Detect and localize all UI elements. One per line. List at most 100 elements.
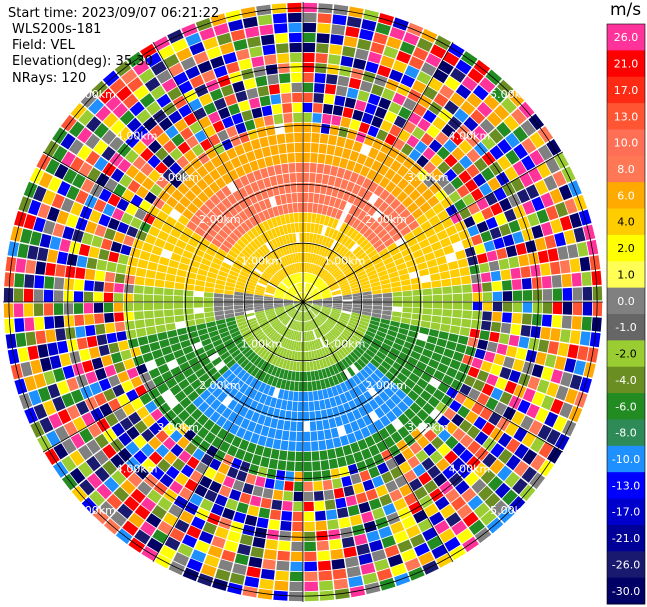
ppi-gate-cell — [324, 260, 332, 270]
ppi-gate-cell — [196, 165, 209, 178]
ppi-gate-cell — [512, 302, 523, 313]
ppi-gate-cell — [243, 451, 254, 463]
ppi-gate-cell — [270, 448, 280, 460]
ppi-gate-cell — [232, 80, 245, 93]
ppi-gate-cell — [298, 381, 303, 392]
ppi-gate-cell — [214, 218, 225, 229]
ppi-gate-cell — [235, 166, 246, 178]
ppi-gate-cell — [223, 294, 234, 299]
ppi-gate-cell — [226, 125, 238, 138]
ppi-gate-cell — [210, 334, 221, 343]
ppi-gate-cell — [142, 352, 154, 363]
ppi-gate-cell — [178, 333, 189, 342]
ppi-gate-cell — [318, 235, 324, 245]
ppi-gate-cell — [238, 58, 252, 71]
ppi-gate-cell — [177, 214, 190, 226]
colorbar-tick-label: -17.0 — [612, 506, 640, 519]
ppi-gate-cell — [28, 389, 42, 406]
ppi-gate-cell — [356, 153, 367, 165]
ppi-gate-cell — [177, 543, 194, 558]
ppi-gate-cell — [341, 148, 352, 160]
ppi-gate-cell — [341, 536, 355, 548]
ppi-gate-cell — [250, 181, 260, 193]
ppi-gate-cell — [153, 302, 164, 310]
ppi-gate-cell — [442, 374, 454, 386]
ppi-gate-cell — [267, 375, 275, 386]
ppi-gate-cell — [215, 568, 231, 582]
ppi-gate-cell — [195, 507, 210, 521]
ppi-gate-cell — [358, 553, 373, 565]
ppi-gate-cell — [224, 313, 235, 319]
ppi-gate-cell — [3, 287, 14, 302]
ppi-gate-cell — [318, 570, 333, 581]
ppi-gate-cell — [172, 403, 185, 416]
ppi-gate-cell — [295, 253, 299, 263]
ppi-gate-cell — [371, 160, 382, 172]
ppi-gate-cell — [500, 269, 511, 281]
ppi-gate-cell — [263, 231, 271, 242]
ppi-gate-cell — [363, 228, 373, 238]
ppi-gate-cell — [414, 140, 428, 154]
ppi-gate-cell — [541, 395, 555, 411]
ppi-gate-cell — [247, 505, 260, 517]
ppi-gate-cell — [29, 231, 42, 246]
ppi-gate-cell — [370, 342, 381, 351]
ppi-gate-cell — [109, 136, 124, 151]
ppi-gate-cell — [490, 270, 501, 282]
ppi-gate-cell — [314, 73, 326, 84]
ppi-gate-cell — [103, 477, 120, 493]
ppi-gate-cell — [402, 307, 413, 313]
ppi-gate-cell — [89, 209, 102, 224]
ppi-gate-cell — [189, 74, 205, 89]
ppi-gate-cell — [369, 235, 380, 245]
azimuth-spoke — [152, 301, 304, 563]
ppi-gate-cell — [342, 444, 353, 456]
ppi-gate-cell — [36, 153, 52, 171]
ppi-gate-cell — [521, 466, 537, 483]
ppi-gate-cell — [337, 320, 347, 327]
ppi-gate-cell — [274, 294, 284, 298]
ppi-gate-cell — [288, 340, 293, 350]
ppi-gate-cell — [158, 45, 175, 60]
ppi-gate-cell — [589, 332, 601, 348]
ppi-gate-cell — [295, 295, 303, 302]
ppi-gate-cell — [416, 214, 428, 226]
ppi-gate-cell — [177, 436, 190, 449]
ppi-gate-cell — [335, 85, 348, 97]
ppi-gate-cell — [550, 398, 564, 415]
ppi-gate-cell — [227, 181, 238, 193]
ppi-gate-cell — [463, 375, 476, 387]
ppi-gate-cell — [69, 450, 85, 467]
ppi-gate-cell — [227, 399, 238, 411]
ppi-gate-cell — [155, 429, 169, 443]
ppi-gate-cell — [569, 330, 581, 345]
ppi-gate-cell — [290, 287, 297, 295]
ppi-gate-cell — [197, 352, 208, 362]
range-ring-label: 3.00km — [157, 421, 199, 434]
ppi-gate-cell — [266, 328, 275, 337]
ppi-gate-cell — [305, 252, 308, 263]
ppi-gate-cell — [209, 458, 222, 471]
ppi-gate-cell — [125, 164, 140, 179]
ppi-gate-cell — [423, 443, 437, 457]
ppi-gate-cell — [285, 294, 294, 299]
ppi-gate-cell — [275, 123, 285, 135]
ppi-gate-cell — [362, 294, 373, 299]
ppi-gate-cell — [493, 353, 506, 366]
colorbar-swatch — [607, 287, 645, 315]
ppi-gate-cell — [134, 311, 144, 320]
ppi-gate-cell — [310, 371, 316, 381]
ppi-gate-cell — [174, 372, 186, 384]
ppi-gate-cell — [213, 97, 227, 111]
ppi-gate-cell — [283, 256, 289, 266]
ppi-gate-cell — [283, 302, 294, 304]
ppi-gate-cell — [398, 268, 409, 276]
ppi-gate-cell — [321, 358, 328, 368]
ppi-gate-cell — [385, 261, 396, 270]
ppi-gate-cell — [214, 233, 225, 244]
ppi-gate-cell — [490, 202, 503, 216]
ppi-gate-cell — [193, 51, 209, 65]
ppi-gate-cell — [263, 302, 273, 305]
ppi-gate-cell — [332, 568, 347, 580]
ppi-gate-cell — [308, 183, 315, 193]
